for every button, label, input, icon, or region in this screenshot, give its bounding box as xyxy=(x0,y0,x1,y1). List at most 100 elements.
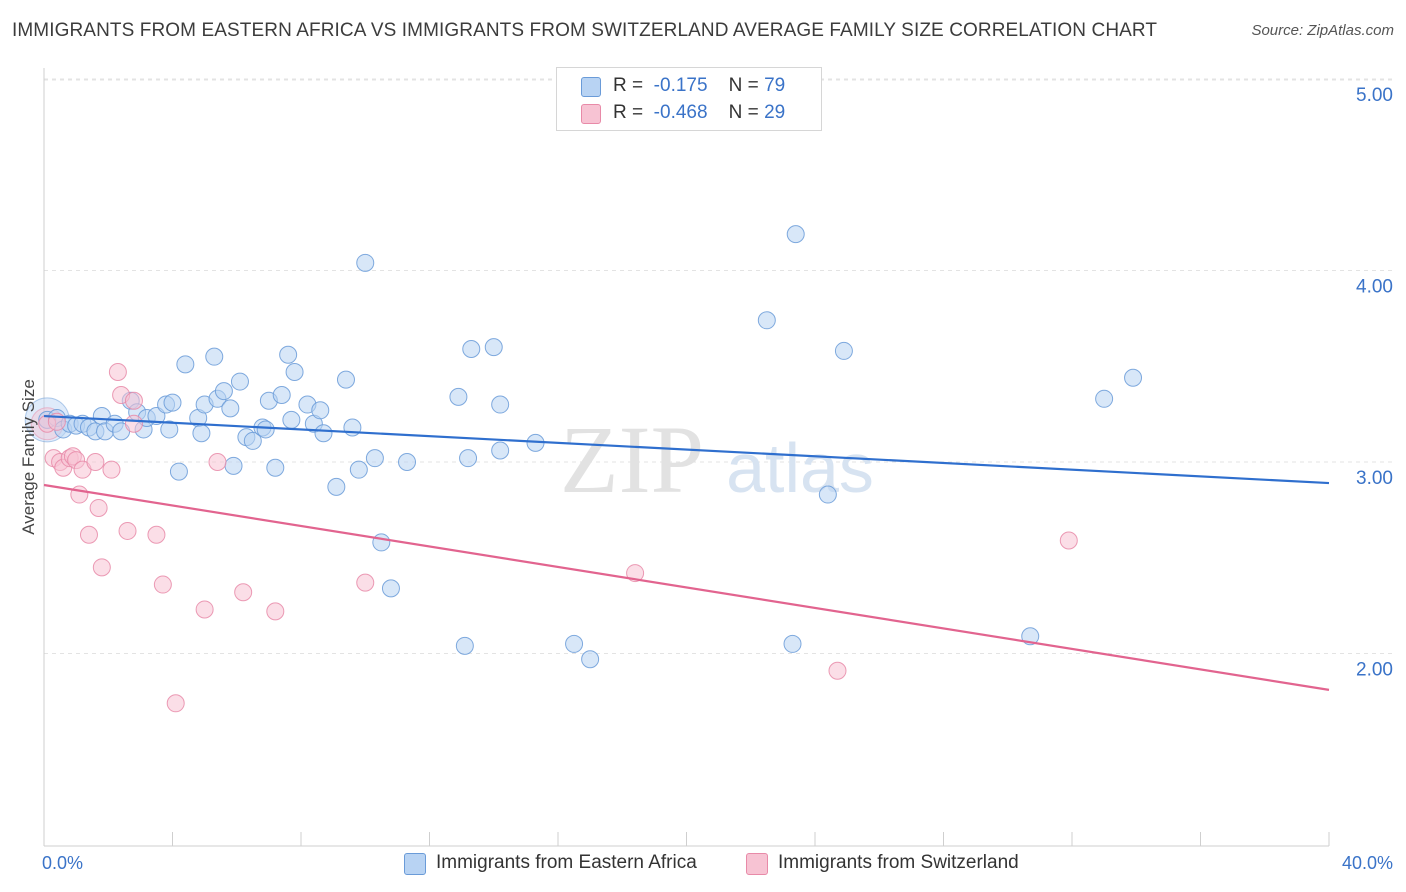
point-switzerland xyxy=(108,362,127,381)
point-eastern-africa xyxy=(783,634,802,653)
point-eastern-africa xyxy=(192,424,211,443)
point-eastern-africa xyxy=(221,399,240,418)
point-eastern-africa xyxy=(230,372,249,391)
legend-n-value-blue: 79 xyxy=(764,75,786,96)
point-switzerland xyxy=(79,525,98,544)
point-eastern-africa xyxy=(491,441,510,460)
point-eastern-africa xyxy=(176,355,195,374)
point-eastern-africa xyxy=(205,347,224,366)
point-switzerland xyxy=(356,573,375,592)
legend-text-blue: R = -0.175 N = 79 xyxy=(613,75,785,97)
point-eastern-africa xyxy=(459,449,478,468)
legend-swatch-blue xyxy=(581,77,601,97)
point-eastern-africa xyxy=(282,410,301,429)
point-switzerland xyxy=(166,694,185,713)
trend-line-switzerland xyxy=(43,483,1330,691)
y-tick-labels: 2.00 3.00 4.00 5.00 xyxy=(1356,85,1393,681)
point-eastern-africa xyxy=(757,311,776,330)
point-eastern-africa xyxy=(455,636,474,655)
bottom-legend-label-blue: Immigrants from Eastern Africa xyxy=(436,852,697,873)
point-eastern-africa xyxy=(243,431,262,450)
point-eastern-africa xyxy=(372,533,391,552)
point-eastern-africa xyxy=(314,424,333,443)
x-tick-label-max: 40.0% xyxy=(1342,853,1393,873)
trend-line-eastern-africa xyxy=(43,414,1330,485)
chart-title: IMMIGRANTS FROM EASTERN AFRICA VS IMMIGR… xyxy=(12,20,1158,41)
bottom-legend-label-pink: Immigrants from Switzerland xyxy=(778,852,1019,873)
point-eastern-africa xyxy=(462,340,481,359)
point-eastern-africa xyxy=(336,370,355,389)
point-eastern-africa xyxy=(491,395,510,414)
point-switzerland xyxy=(124,414,143,433)
point-eastern-africa xyxy=(256,420,275,439)
point-switzerland xyxy=(92,558,111,577)
point-switzerland xyxy=(86,453,105,471)
point-eastern-africa xyxy=(565,634,584,653)
point-eastern-africa xyxy=(160,420,179,439)
y-tick-label: 2.00 xyxy=(1356,660,1393,681)
point-eastern-africa xyxy=(398,453,417,471)
point-eastern-africa xyxy=(169,462,188,481)
legend-n-value-pink: 29 xyxy=(764,102,786,123)
data-points xyxy=(24,225,1143,713)
bottom-legend-swatch-blue xyxy=(404,853,426,875)
legend-r-label: R = xyxy=(613,75,644,96)
point-eastern-africa xyxy=(311,401,330,420)
watermark: ZIP atlas xyxy=(560,406,874,513)
point-eastern-africa xyxy=(381,579,400,598)
point-eastern-africa xyxy=(484,338,503,357)
point-switzerland xyxy=(89,498,108,517)
point-switzerland xyxy=(195,600,214,619)
point-eastern-africa xyxy=(163,393,182,412)
watermark-zip: ZIP xyxy=(560,406,704,513)
legend-r-value-blue: -0.175 xyxy=(653,75,708,96)
trend-lines xyxy=(43,414,1330,691)
point-eastern-africa xyxy=(285,362,304,381)
point-switzerland xyxy=(147,525,166,544)
point-eastern-africa xyxy=(327,477,346,496)
point-eastern-africa xyxy=(356,253,375,272)
x-tick-label-min: 0.0% xyxy=(42,853,83,873)
stats-legend: R = -0.175 N = 79 R = -0.468 N = 29 xyxy=(556,67,822,131)
y-axis-label: Average Family Size xyxy=(19,379,38,535)
point-eastern-africa xyxy=(224,456,243,475)
y-tick-label: 5.00 xyxy=(1356,85,1393,106)
legend-r-value-pink: -0.468 xyxy=(653,102,708,123)
point-eastern-africa xyxy=(279,345,298,364)
point-switzerland xyxy=(102,460,121,479)
point-eastern-africa xyxy=(147,407,166,426)
point-eastern-africa xyxy=(214,382,233,401)
point-eastern-africa xyxy=(272,385,291,404)
point-switzerland xyxy=(208,453,227,471)
point-eastern-africa xyxy=(834,341,853,360)
source-label: Source: ZipAtlas.com xyxy=(1251,22,1394,39)
legend-text-pink: R = -0.468 N = 29 xyxy=(613,102,785,124)
point-eastern-africa xyxy=(581,650,600,669)
legend-r-label: R = xyxy=(613,102,644,123)
point-eastern-africa xyxy=(365,449,384,468)
point-switzerland xyxy=(118,521,137,540)
y-tick-label: 4.00 xyxy=(1356,277,1393,298)
point-switzerland xyxy=(1059,531,1078,550)
bottom-legend-swatch-pink xyxy=(746,853,768,875)
y-tick-label: 3.00 xyxy=(1356,468,1393,489)
legend-swatch-pink xyxy=(581,104,601,124)
point-eastern-africa xyxy=(349,460,368,479)
point-eastern-africa xyxy=(449,387,468,406)
grid-lines xyxy=(44,78,1394,654)
x-ticks xyxy=(43,832,1330,846)
point-switzerland xyxy=(828,661,847,680)
point-eastern-africa xyxy=(266,458,285,477)
point-switzerland xyxy=(626,564,645,583)
point-eastern-africa xyxy=(1095,389,1114,408)
legend-n-label: N = xyxy=(728,75,759,96)
point-eastern-africa xyxy=(786,225,805,244)
point-switzerland xyxy=(234,583,253,602)
watermark-atlas: atlas xyxy=(726,429,874,507)
point-eastern-africa xyxy=(1124,368,1143,387)
legend-n-label: N = xyxy=(728,102,759,123)
point-switzerland xyxy=(153,575,172,594)
point-eastern-africa xyxy=(818,485,837,504)
point-switzerland xyxy=(124,391,143,410)
